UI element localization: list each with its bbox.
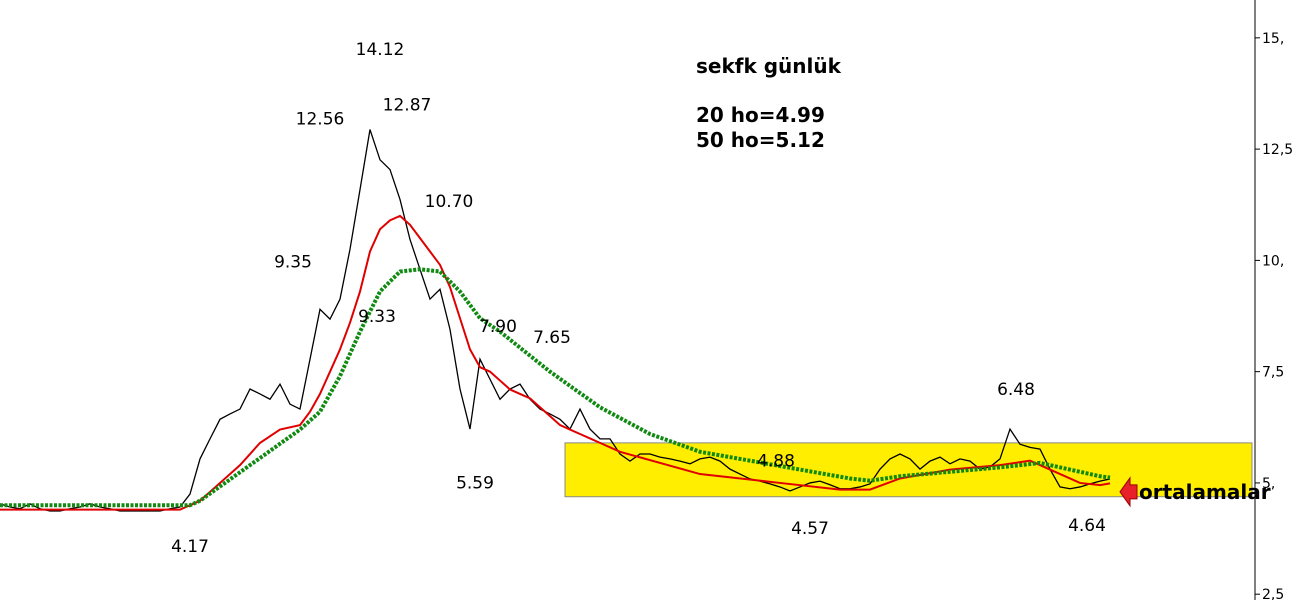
price-annotation: 12.87 xyxy=(383,96,432,116)
price-annotation: 9.33 xyxy=(358,307,396,327)
price-annotation: 4.88 xyxy=(757,451,795,471)
y-tick-label: 10, xyxy=(1262,253,1284,269)
price-annotation: 14.12 xyxy=(356,40,405,60)
price-annotation: 4.57 xyxy=(791,519,829,539)
price-annotation: 7.90 xyxy=(479,317,517,337)
ma-label: 50 ho=5.12 xyxy=(696,128,825,152)
y-tick-label: 5, xyxy=(1262,476,1275,492)
arrow xyxy=(1119,476,1138,508)
price-annotation: 7.65 xyxy=(533,328,571,348)
price-annotation: 6.48 xyxy=(997,380,1035,400)
price-annotation: 12.56 xyxy=(296,109,345,129)
chart-title: sekfk günlük xyxy=(696,54,842,78)
y-tick-label: 12,5 xyxy=(1262,142,1293,158)
series-line xyxy=(0,214,1111,511)
y-tick-label: 15, xyxy=(1262,31,1284,47)
price-annotation: 5.59 xyxy=(456,474,494,494)
y-tick-label: 7,5 xyxy=(1262,365,1284,381)
highlight-label: ortalamalar xyxy=(1139,480,1271,504)
series-line xyxy=(0,267,1111,508)
y-tick-label: 2,5 xyxy=(1262,587,1284,600)
ma-label: 20 ho=4.99 xyxy=(696,103,825,127)
series-line xyxy=(0,129,1111,512)
price-annotation: 4.17 xyxy=(171,537,209,557)
price-annotation: 4.64 xyxy=(1068,516,1106,536)
price-annotation: 10.70 xyxy=(425,192,474,212)
price-annotation: 9.35 xyxy=(274,252,312,272)
